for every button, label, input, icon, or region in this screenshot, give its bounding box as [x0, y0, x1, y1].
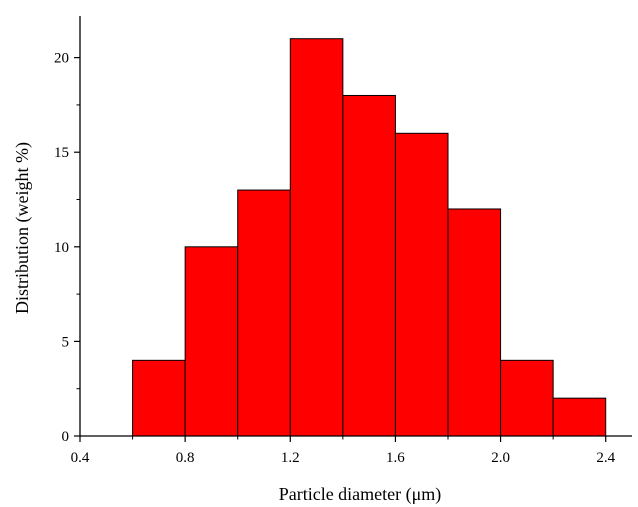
- histogram-bar: [289, 38, 344, 437]
- x-tick-label: 2.0: [491, 450, 510, 466]
- histogram-bar: [552, 397, 607, 437]
- y-tick-label: 5: [62, 334, 70, 350]
- x-tick-label: 2.4: [596, 450, 615, 466]
- y-axis-title: Distribution (weight %): [12, 142, 33, 314]
- y-ticks-group: 0 5 10 15 20: [54, 51, 80, 445]
- y-tick-label: 20: [54, 51, 69, 67]
- histogram-bar: [394, 132, 449, 437]
- y-tick-label: 10: [54, 240, 69, 256]
- axes-group: [79, 16, 632, 437]
- x-axis-title: Particle diameter (μm): [279, 484, 442, 505]
- y-tick-label: 15: [54, 145, 69, 161]
- x-tick-label: 0.8: [176, 450, 195, 466]
- y-tick-label: 0: [62, 429, 70, 445]
- histogram-bar: [237, 189, 291, 437]
- histogram-bar: [184, 246, 239, 437]
- x-tick-label: 1.2: [281, 450, 300, 466]
- x-tick-label: 1.6: [386, 450, 405, 466]
- x-tick-label: 0.4: [71, 450, 90, 466]
- bars-group: [132, 38, 607, 437]
- histogram-bar: [447, 208, 502, 437]
- histogram-bar: [342, 94, 396, 437]
- histogram-bar: [132, 359, 186, 437]
- x-ticks-group: 0.4 0.8 1.2 1.6 2.0 2.4: [71, 436, 616, 466]
- histogram-bar: [500, 359, 554, 437]
